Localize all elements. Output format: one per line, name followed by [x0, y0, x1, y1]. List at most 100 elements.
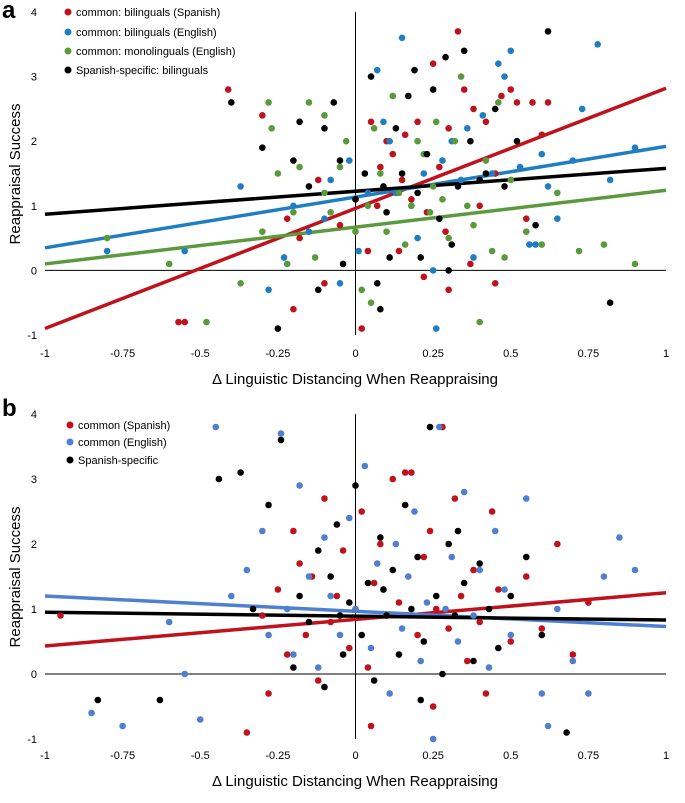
panel-b-letter: b: [2, 395, 17, 422]
panel-b-point-series-2: [339, 651, 347, 658]
panel-a-point-series-0: [544, 99, 552, 106]
panel-b-point-series-1: [429, 735, 437, 743]
panel-b-point-series-1: [423, 599, 431, 606]
panel-a-point-series-0: [408, 196, 415, 203]
panel-a-point-series-0: [442, 228, 449, 235]
panel-b-point-series-0: [538, 625, 546, 632]
panel-b-point-series-2: [383, 612, 390, 619]
panel-b-point-series-1: [165, 618, 173, 626]
panel-b-point-series-2: [290, 664, 297, 671]
panel-b-point-series-0: [333, 592, 341, 600]
panel-b-point-series-2: [432, 592, 440, 600]
panel-a-point-series-1: [578, 105, 586, 113]
panel-a-y-tick-label: 3: [31, 72, 37, 84]
panel-b-point-series-1: [305, 573, 313, 580]
panel-a-point-series-0: [314, 176, 322, 184]
panel-a-point-series-0: [420, 273, 428, 281]
panel-a-points: [103, 28, 639, 332]
panel-a-point-series-1: [364, 189, 372, 197]
panel-a-point-series-2: [470, 221, 477, 229]
panel-b-points: [57, 423, 639, 743]
panel-a-point-series-2: [575, 247, 583, 255]
panel-a-point-series-1: [280, 254, 288, 261]
panel-a-point-series-3: [448, 241, 456, 248]
panel-b-point-series-1: [386, 690, 393, 697]
panel-b-point-series-2: [156, 696, 164, 704]
panel-b-point-series-0: [482, 690, 490, 697]
panel-b-point-series-2: [364, 579, 372, 587]
panel-b-point-series-2: [522, 553, 530, 561]
panel-b-point-series-0: [420, 553, 428, 561]
panel-b-point-series-0: [463, 657, 471, 665]
panel-b-point-series-1: [569, 657, 577, 665]
panel-b-x-tick-label: 0.25: [422, 750, 443, 762]
panel-b-point-series-1: [522, 495, 530, 502]
panel-b-point-series-0: [569, 651, 577, 658]
panel-b-point-series-1: [259, 527, 266, 535]
panel-b-y-tick-label: 2: [31, 539, 37, 551]
panel-b-point-series-2: [454, 527, 462, 535]
panel-a-point-series-1: [495, 60, 502, 67]
panel-a-point-series-0: [259, 112, 266, 119]
panel-a-point-series-3: [373, 280, 381, 287]
panel-b: b -1 0 1 2 3 4 -1 -0.75 -0.5 -0.25 0 0.25 0.5 0.75 1 c…: [2, 395, 669, 790]
panel-a-point-series-3: [411, 66, 418, 74]
panel-a-point-series-0: [445, 286, 452, 294]
panel-b-point-series-0: [339, 547, 347, 554]
legend-a-3-marker: [64, 66, 72, 74]
panel-b-y-tick-label: 0: [31, 669, 37, 681]
panel-b-point-series-2: [417, 696, 425, 704]
panel-a-point-series-0: [224, 86, 232, 93]
panel-b-point-series-1: [616, 534, 623, 541]
panel-b-point-series-1: [327, 592, 334, 600]
panel-a-point-series-3: [274, 325, 282, 332]
panel-b-y-tick-label: 3: [31, 474, 37, 486]
panel-b-point-series-1: [228, 592, 235, 600]
panel-b-point-series-0: [395, 599, 403, 606]
legend-b-1-label: common (English): [78, 437, 167, 449]
panel-a-point-series-1: [380, 118, 387, 126]
panel-b-point-series-2: [476, 560, 484, 567]
panel-a-point-series-1: [373, 66, 381, 74]
panel-a-point-series-2: [321, 189, 328, 197]
panel-a-point-series-2: [451, 137, 459, 145]
panel-a-point-series-0: [482, 118, 490, 126]
panel-a-point-series-2: [165, 260, 173, 268]
panel-a-point-series-2: [370, 124, 378, 132]
panel-b-axes: -1 0 1 2 3 4 -1 -0.75 -0.5 -0.25 0 0.25 0.5 0.75 1: [27, 409, 669, 762]
panel-a-point-series-0: [395, 247, 403, 255]
panel-b-y-axis-title: Reappraisal Success: [7, 507, 24, 648]
panel-a-point-series-3: [336, 157, 344, 164]
panel-a-point-series-3: [367, 73, 375, 80]
panel-a-point-series-2: [377, 170, 384, 177]
panel-a-x-tick-label: 0.75: [578, 348, 599, 360]
panel-b-point-series-1: [600, 573, 608, 580]
panel-a-point-series-2: [600, 241, 608, 248]
panel-b-point-series-0: [243, 729, 251, 736]
panel-a-point-series-2: [367, 299, 375, 307]
panel-b-point-series-2: [563, 729, 570, 736]
panel-b-point-series-1: [314, 664, 322, 671]
panel-a-point-series-2: [268, 124, 275, 132]
panel-a-point-series-2: [364, 202, 372, 210]
panel-b-point-series-2: [305, 618, 313, 626]
panel-b-point-series-1: [411, 508, 418, 515]
panel-a-point-series-2: [522, 228, 530, 235]
panel-a-point-series-3: [392, 124, 400, 132]
panel-a-point-series-1: [470, 254, 477, 261]
panel-a-point-series-2: [501, 254, 508, 261]
panel-b-x-tick-label: -0.75: [110, 750, 135, 762]
panel-a-point-series-0: [467, 260, 474, 268]
panel-b-point-series-2: [94, 696, 102, 704]
panel-a-point-series-0: [470, 105, 477, 113]
panel-b-point-series-0: [345, 644, 353, 652]
panel-b-point-series-2: [377, 534, 384, 541]
panel-b-legend: common (Spanish) common (English) Spanis…: [66, 420, 170, 467]
panel-a-point-series-1: [463, 124, 471, 132]
panel-a-point-series-1: [429, 267, 437, 274]
panel-a-point-series-2: [311, 254, 319, 261]
panel-a-point-series-0: [460, 86, 468, 93]
panel-b-point-series-2: [333, 521, 341, 528]
panel-a-x-tick-label: -1: [40, 348, 50, 360]
panel-a-point-series-3: [259, 144, 266, 151]
